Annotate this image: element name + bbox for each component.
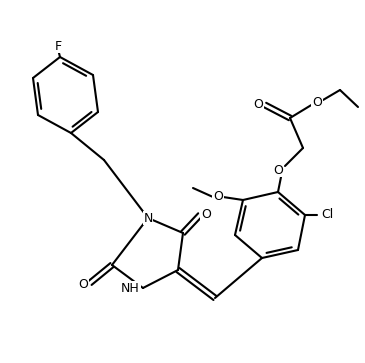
Text: NH: NH <box>121 281 140 294</box>
Text: F: F <box>54 40 62 53</box>
Text: O: O <box>201 208 211 220</box>
Text: O: O <box>312 95 322 109</box>
Text: O: O <box>78 277 88 290</box>
Text: O: O <box>213 191 223 204</box>
Text: Cl: Cl <box>321 208 333 221</box>
Text: O: O <box>273 163 283 176</box>
Text: O: O <box>253 98 263 110</box>
Text: N: N <box>143 212 153 224</box>
